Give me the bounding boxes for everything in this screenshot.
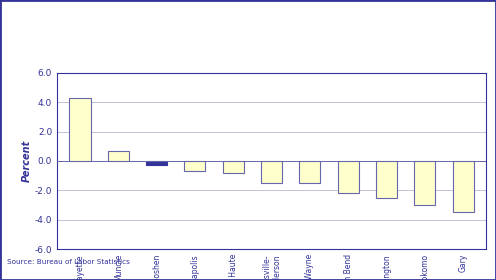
Y-axis label: Percent: Percent — [22, 140, 32, 182]
Bar — [261, 161, 282, 183]
Text: Source: Bureau of Labor Statistics: Source: Bureau of Labor Statistics — [7, 259, 130, 265]
Bar — [338, 161, 359, 193]
Text: Employment in Indiana's metro areas declined 1.3%: Employment in Indiana's metro areas decl… — [7, 47, 325, 57]
Bar — [223, 161, 244, 173]
Bar — [185, 161, 205, 171]
Bar — [69, 98, 91, 161]
Bar — [414, 161, 435, 205]
Bar — [299, 161, 320, 183]
Bar — [108, 151, 129, 161]
Bar — [146, 161, 167, 165]
Bar — [376, 161, 397, 198]
Bar — [452, 161, 474, 213]
Text: Figure 1: Percent Change in Total Employment, Mar. 2001-Mar. 2002: Figure 1: Percent Change in Total Employ… — [7, 13, 392, 23]
